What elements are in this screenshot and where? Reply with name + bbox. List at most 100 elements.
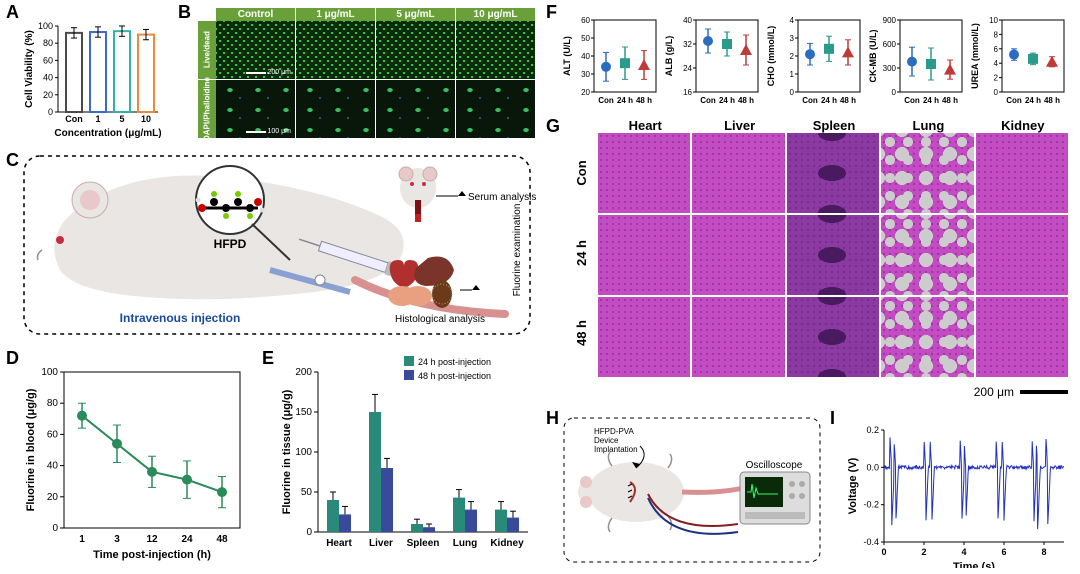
b-micrograph xyxy=(376,21,455,79)
svg-text:4: 4 xyxy=(994,59,999,68)
svg-text:150: 150 xyxy=(295,407,312,418)
b-col-header: 1 μg/mL xyxy=(296,8,375,21)
b-micrograph xyxy=(456,80,535,138)
g-col-header: Spleen xyxy=(787,118,881,133)
histo-label: Histological analysis xyxy=(395,314,485,325)
svg-text:24 h: 24 h xyxy=(617,96,633,105)
svg-text:40: 40 xyxy=(47,461,59,472)
panel-f-charts: 2030405060Con24 h48 hALT (U/L)16243240Co… xyxy=(560,6,1072,114)
svg-text:80: 80 xyxy=(47,398,59,409)
g-histology-tile xyxy=(598,215,690,295)
svg-text:2: 2 xyxy=(790,52,795,61)
panel-h-label: H xyxy=(546,408,559,429)
svg-text:ALB (g/L): ALB (g/L) xyxy=(664,36,674,77)
g-histology-tile xyxy=(692,215,784,295)
g-histology-tile xyxy=(692,297,784,377)
svg-text:24: 24 xyxy=(683,64,692,73)
svg-text:50: 50 xyxy=(581,34,590,43)
svg-text:48 h: 48 h xyxy=(636,96,652,105)
svg-text:10: 10 xyxy=(989,16,998,25)
svg-text:16: 16 xyxy=(683,88,692,97)
svg-text:48 h post-injection: 48 h post-injection xyxy=(418,371,491,381)
svg-text:Implantation: Implantation xyxy=(594,445,638,454)
svg-text:Con: Con xyxy=(802,96,818,105)
g-histology-tile xyxy=(976,133,1068,213)
svg-text:Kidney: Kidney xyxy=(490,538,524,549)
svg-text:0.2: 0.2 xyxy=(866,425,879,435)
svg-text:5: 5 xyxy=(119,114,124,124)
svg-text:6: 6 xyxy=(994,45,999,54)
g-histology-tile xyxy=(598,133,690,213)
g-histology-tile xyxy=(692,133,784,213)
svg-text:100: 100 xyxy=(38,21,53,31)
svg-text:40: 40 xyxy=(581,52,590,61)
svg-text:2: 2 xyxy=(994,74,999,83)
svg-text:100: 100 xyxy=(41,367,58,378)
g-histology-tile xyxy=(881,297,973,377)
svg-text:24 h post-injection: 24 h post-injection xyxy=(418,357,491,367)
svg-text:24 h: 24 h xyxy=(1025,96,1041,105)
f-subplot: 0246810Con24 h48 hUREA (mmol/L) xyxy=(968,6,1070,114)
svg-text:300: 300 xyxy=(883,64,897,73)
g-histology-tile xyxy=(881,133,973,213)
svg-text:UREA (mmol/L): UREA (mmol/L) xyxy=(970,23,980,89)
svg-text:8: 8 xyxy=(1041,547,1046,557)
panel-g-grid: HeartLiverSpleenLungKidney Con24 h48 h 2… xyxy=(564,118,1070,379)
panel-b-grid: Control1 μg/mL5 μg/mL10 μg/mL Live/deadD… xyxy=(198,8,536,139)
svg-text:CHO (mmol/L): CHO (mmol/L) xyxy=(766,26,776,87)
svg-text:30: 30 xyxy=(581,70,590,79)
injection-label: Intravenous injection xyxy=(120,311,241,325)
svg-text:Con: Con xyxy=(1006,96,1022,105)
b-micrograph: 200 μm xyxy=(216,21,295,79)
panel-e-label: E xyxy=(262,348,274,369)
b-micrograph: 100 μm xyxy=(216,80,295,138)
svg-text:0: 0 xyxy=(52,523,58,534)
svg-text:20: 20 xyxy=(47,492,59,503)
svg-text:24: 24 xyxy=(181,534,193,545)
svg-text:0: 0 xyxy=(306,527,312,538)
osc-label: Oscilloscope xyxy=(746,460,803,471)
b-micrograph xyxy=(376,80,455,138)
svg-text:48: 48 xyxy=(216,534,228,545)
svg-text:-0.4: -0.4 xyxy=(863,537,879,547)
svg-text:48 h: 48 h xyxy=(1044,96,1060,105)
svg-text:48 h: 48 h xyxy=(942,96,958,105)
f-subplot: 0300600900Con24 h48 hCK-MB (U/L) xyxy=(866,6,968,114)
svg-text:2: 2 xyxy=(921,547,926,557)
g-col-header: Kidney xyxy=(976,118,1070,133)
svg-text:4: 4 xyxy=(961,547,966,557)
svg-text:ALT (U/L): ALT (U/L) xyxy=(562,36,572,76)
b-col-header: Control xyxy=(216,8,295,21)
svg-text:3: 3 xyxy=(790,34,795,43)
molecule-label: HFPD xyxy=(214,237,247,251)
panel-f-label: F xyxy=(546,2,557,23)
g-histology-tile xyxy=(976,215,1068,295)
g-histology-tile xyxy=(976,297,1068,377)
svg-text:Liver: Liver xyxy=(369,538,393,549)
svg-text:Con: Con xyxy=(904,96,920,105)
svg-text:0.0: 0.0 xyxy=(866,462,879,472)
panel-c-label: C xyxy=(6,150,19,171)
f-subplot: 2030405060Con24 h48 hALT (U/L) xyxy=(560,6,662,114)
svg-text:600: 600 xyxy=(883,40,897,49)
svg-text:Lung: Lung xyxy=(453,538,477,549)
svg-text:1: 1 xyxy=(790,70,795,79)
svg-text:3: 3 xyxy=(114,534,120,545)
svg-text:1: 1 xyxy=(79,534,85,545)
panel-d-label: D xyxy=(6,348,19,369)
panel-e-chart: 050100150200HeartLiverSpleenLungKidneyFl… xyxy=(276,352,538,562)
g-histology-tile xyxy=(598,297,690,377)
svg-text:0: 0 xyxy=(892,88,897,97)
svg-text:6: 6 xyxy=(1001,547,1006,557)
svg-text:CK-MB (U/L): CK-MB (U/L) xyxy=(868,30,878,83)
svg-text:Con: Con xyxy=(598,96,614,105)
serum-label: Serum analysis xyxy=(468,192,536,203)
svg-text:Fluorine in blood (μg/g): Fluorine in blood (μg/g) xyxy=(25,388,37,511)
panel-i-label: I xyxy=(830,408,835,429)
svg-text:Cell Viability (%): Cell Viability (%) xyxy=(24,30,35,108)
svg-text:0: 0 xyxy=(994,88,999,97)
svg-text:-0.2: -0.2 xyxy=(863,500,879,510)
svg-text:60: 60 xyxy=(581,16,590,25)
g-histology-tile xyxy=(787,297,879,377)
svg-text:Heart: Heart xyxy=(326,538,352,549)
